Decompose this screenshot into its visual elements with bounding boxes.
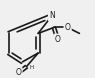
Text: O: O — [16, 68, 21, 77]
Text: O: O — [65, 23, 71, 32]
Text: O: O — [55, 35, 61, 44]
Text: H: H — [29, 65, 33, 70]
Text: N: N — [49, 11, 55, 20]
